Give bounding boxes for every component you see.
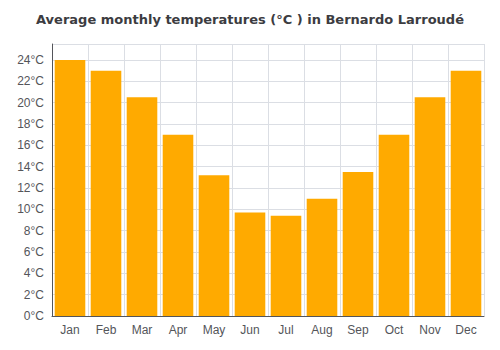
svg-text:Aug: Aug: [311, 323, 332, 337]
svg-text:Jul: Jul: [278, 323, 293, 337]
svg-text:Mar: Mar: [132, 323, 153, 337]
svg-text:2°C: 2°C: [24, 288, 44, 302]
svg-text:Jan: Jan: [60, 323, 79, 337]
svg-text:Jun: Jun: [240, 323, 259, 337]
svg-text:14°C: 14°C: [17, 160, 44, 174]
svg-text:May: May: [203, 323, 226, 337]
svg-text:Apr: Apr: [169, 323, 188, 337]
svg-text:16°C: 16°C: [17, 138, 44, 152]
svg-text:20°C: 20°C: [17, 96, 44, 110]
svg-text:10°C: 10°C: [17, 202, 44, 216]
svg-text:Average monthly temperatures (: Average monthly temperatures (°C ) in Be…: [36, 12, 464, 27]
svg-text:12°C: 12°C: [17, 181, 44, 195]
svg-text:Dec: Dec: [455, 323, 476, 337]
svg-text:Nov: Nov: [419, 323, 440, 337]
svg-text:8°C: 8°C: [24, 224, 44, 238]
svg-text:Oct: Oct: [385, 323, 404, 337]
svg-text:6°C: 6°C: [24, 245, 44, 259]
svg-text:24°C: 24°C: [17, 53, 44, 67]
svg-text:4°C: 4°C: [24, 266, 44, 280]
svg-text:0°C: 0°C: [24, 309, 44, 323]
svg-text:Sep: Sep: [347, 323, 369, 337]
svg-text:18°C: 18°C: [17, 117, 44, 131]
svg-text:Feb: Feb: [96, 323, 117, 337]
svg-text:22°C: 22°C: [17, 74, 44, 88]
